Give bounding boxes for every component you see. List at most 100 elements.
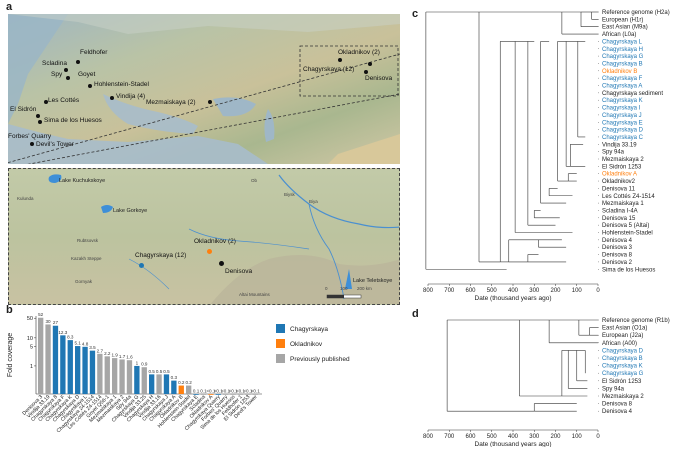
site-label-el-sidron: El Sidrón (10, 106, 37, 113)
tree-axis-tick-label: 400 (508, 434, 519, 440)
bar (45, 324, 51, 394)
bar (193, 394, 199, 395)
bar (104, 356, 110, 394)
tree-leaf-label: Chagyrskaya K (602, 98, 643, 104)
tree-leaf-label: Scladina I-4A (602, 208, 638, 214)
tree-axis-tick-label: 500 (487, 288, 498, 294)
site-dot-forbes (30, 142, 34, 146)
bar (119, 359, 125, 394)
tree-axis-label: Date (thousand years ago) (475, 295, 552, 302)
legend-swatch (276, 324, 285, 333)
tree-leaf-label: Chagyrskaya D (602, 348, 644, 354)
tree-leaf-label: Denisova 11 (602, 186, 636, 192)
tree-leaf-label: Spy 94a (602, 386, 625, 392)
legend-label: Previously published (290, 356, 350, 363)
tree-axis-tick-label: 200 (550, 434, 561, 440)
bar (89, 350, 96, 394)
site-dot-mezmaiskaya (208, 100, 212, 104)
tree-axis-tick-label: 500 (487, 434, 498, 440)
tree-leaf-label: Denisova 5 (Altai) (602, 223, 649, 229)
tree-leaf-label: Chagyrskaya B (602, 356, 643, 362)
site-dot-spy (66, 76, 70, 80)
tree-leaf-label: Chagyrskaya sediment (602, 91, 663, 97)
bar-ytick-label: 1 (30, 364, 33, 370)
site-dot-sima (38, 120, 42, 124)
site-dot-feldhofer (76, 60, 80, 64)
tree-leaf-label: Chagyrskaya L (602, 39, 643, 45)
tree-leaf-label: Denisova 8 (602, 402, 633, 408)
panel-label-c: c (412, 8, 419, 20)
bar (208, 394, 214, 395)
place-kazakh-steppe-label: Kazakh Steppe (71, 256, 102, 261)
bar (75, 346, 81, 394)
tree-leaf-label: Chagyrskaya D (602, 128, 644, 134)
tree-axis-tick-label: 800 (423, 288, 434, 294)
legend-swatch (276, 339, 285, 348)
tree-axis-tick-label: 0 (596, 434, 600, 440)
bar-value-label: 52 (38, 312, 44, 317)
bar-value-label: 0.1 (193, 389, 200, 394)
tree-leaf-label: Chagyrskaya F (602, 76, 643, 82)
tree-leaf-label: Chagyrskaya E (602, 120, 643, 126)
site-label-scladina: Scladina (42, 60, 67, 67)
tree-leaf-label: Chagyrskaya G (602, 371, 644, 377)
bar-value-label: <0.1 (236, 389, 246, 394)
bar (178, 385, 184, 394)
tree-leaf-label: Les Cottés Z4-1514 (602, 194, 655, 200)
bar-value-label: 0.3 (171, 375, 178, 380)
bar-value-label: 0.2 (185, 380, 192, 385)
tree-axis-tick-label: 100 (572, 288, 583, 294)
bar-value-label: 1 (136, 360, 139, 365)
tree-leaf-label: Sima de los Huesos (602, 267, 655, 273)
tree-leaf-label: Denisova 8 (602, 253, 633, 259)
site-dot-denisova-detail (219, 261, 224, 266)
site-dot-vindija (110, 96, 114, 100)
site-label-vindija: Vindija (4) (116, 93, 146, 100)
bar (156, 374, 162, 394)
tree-leaf-label: Chagyrskaya I (602, 106, 641, 112)
panel-label-b: b (6, 304, 13, 316)
bar (149, 374, 155, 394)
site-dot-hohlenstein (88, 84, 92, 88)
bar-value-label: 27 (53, 320, 59, 325)
bar (215, 394, 221, 395)
tree-leaf-label: European (J2a) (602, 333, 643, 339)
legend-swatch (276, 354, 285, 363)
tree-axis-tick-label: 800 (423, 434, 434, 440)
bar-ytick-label: 5 (30, 344, 33, 350)
site-dot-el-sidron (36, 114, 40, 118)
bar-value-label: 1.7 (119, 354, 126, 359)
bar (252, 394, 258, 395)
tree-axis-tick-label: 700 (444, 434, 455, 440)
site-label-chagyrskaya: Chagyrskaya (12) (303, 66, 355, 73)
site-dot-okladnikov (338, 58, 342, 62)
panel-label-a: a (6, 1, 13, 13)
bar (200, 394, 207, 395)
tree-leaf-label: Okladnikov B (602, 69, 637, 75)
bar-ytick-label: 50 (27, 316, 33, 322)
site-dot-chagyrskaya (368, 62, 372, 66)
bar (134, 365, 140, 394)
altai-detail-map: Lake Kuchukskoye Lake Gorkoye Lake Telet… (8, 168, 400, 305)
site-dot-les-cottes (44, 100, 48, 104)
site-label-les-cottes: Les Cottés (48, 97, 80, 104)
bar-value-label: 4.8 (82, 341, 89, 346)
site-label-hohlenstein: Hohlenstein-Stadel (94, 81, 149, 88)
tree-leaf-label: Hohlenstein-Stadel (602, 231, 653, 237)
site-label-spy: Spy (51, 71, 63, 78)
tree-leaf-label: Okladnikov A (602, 172, 637, 178)
bar (52, 325, 59, 394)
tree-leaf-label: Chagyrskaya B (602, 61, 643, 67)
bar-value-label: <0.1 (206, 389, 216, 394)
scale-label-0: 0 (325, 286, 328, 291)
bar-ytick-label: 10 (27, 336, 33, 342)
tree-leaf-label: Reference genome (R1b) (602, 318, 670, 324)
bar-value-label: <0.1 (243, 389, 253, 394)
bar-value-label: 0.9 (141, 362, 148, 367)
tree-leaf-label: Chagyrskaya G (602, 54, 644, 60)
site-label-chagyrskaya-detail: Chagyrskaya (12) (135, 252, 187, 259)
bar-value-label: 0.5 (148, 369, 155, 374)
lake-gorkoye-label: Lake Gorkoye (113, 208, 148, 214)
bar (245, 394, 251, 395)
lake-kuchukskoye-label: Lake Kuchukskoye (59, 178, 106, 184)
